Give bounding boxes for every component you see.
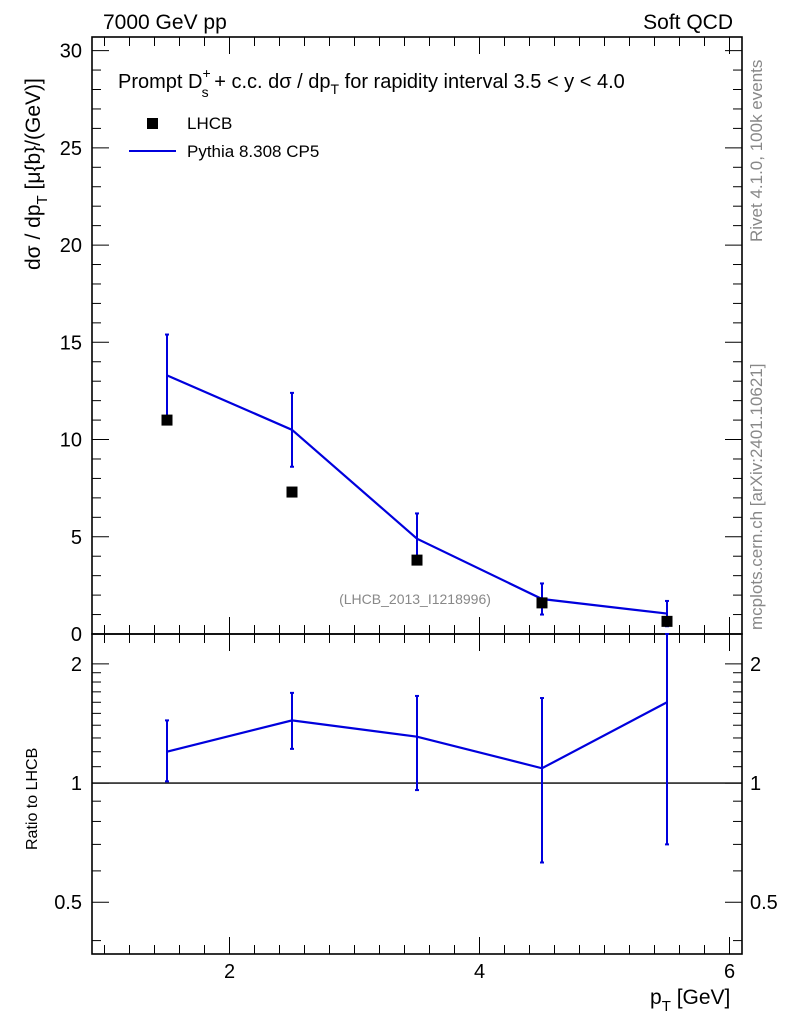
data-point [161, 414, 173, 426]
ratio-plot-frame [91, 633, 743, 955]
data-point [411, 554, 423, 566]
ratio-series-line [166, 701, 668, 770]
main-y-axis-label: dσ / dpT [μ{b}/(GeV)] [22, 78, 51, 270]
main-y-tick-label: 25 [60, 138, 82, 160]
x-tick-label: 6 [724, 961, 735, 983]
main-y-tick-label: 30 [60, 41, 82, 63]
main-y-tick-label: 20 [60, 235, 82, 257]
ratio-y-tick-label-left: 1 [71, 773, 82, 795]
main-y-tick-label: 15 [60, 332, 82, 354]
mcplots-label: mcplots.cern.ch [arXiv:2401.10621] [747, 364, 766, 630]
data-point [286, 486, 298, 498]
x-tick-label: 4 [474, 961, 485, 983]
ratio-plot-marks [92, 633, 742, 864]
x-axis-label: pT [GeV] [650, 986, 730, 1015]
x-tick-label: 2 [224, 961, 235, 983]
legend-mc-label: Pythia 8.308 CP5 [187, 142, 319, 161]
chart-title: Prompt D+ s + c.c. dσ / dpT for rapidity … [118, 65, 625, 100]
rivet-version-label: Rivet 4.1.0, 100k events [747, 60, 766, 242]
main-y-tick-label: 0 [71, 624, 82, 646]
legend-data-marker [147, 118, 158, 129]
ratio-axis-ticks: 2 4 6 0.5 0.5 1 1 2 2 [54, 634, 778, 983]
ratio-y-tick-label-right: 2 [750, 654, 761, 676]
main-y-tick-label: 5 [71, 527, 82, 549]
header-right: Soft QCD [643, 11, 733, 34]
main-axis-ticks: 0 5 10 15 20 25 30 [60, 37, 742, 646]
ratio-y-axis-label: Ratio to LHCB [24, 748, 41, 850]
analysis-id-label: (LHCB_2013_I1218996) [339, 591, 491, 607]
header-left: 7000 GeV pp [103, 11, 227, 34]
ratio-y-tick-label-right: 0.5 [750, 892, 778, 914]
ratio-y-tick-label-right: 1 [750, 773, 761, 795]
main-plot-marks [161, 333, 673, 628]
main-y-tick-label: 10 [60, 430, 82, 452]
data-point [536, 597, 548, 609]
data-point [661, 615, 673, 627]
legend-data-label: LHCB [187, 114, 232, 133]
ratio-y-tick-label-left: 0.5 [54, 892, 82, 914]
mc-series-line [166, 374, 668, 615]
ratio-y-tick-label-left: 2 [71, 654, 82, 676]
